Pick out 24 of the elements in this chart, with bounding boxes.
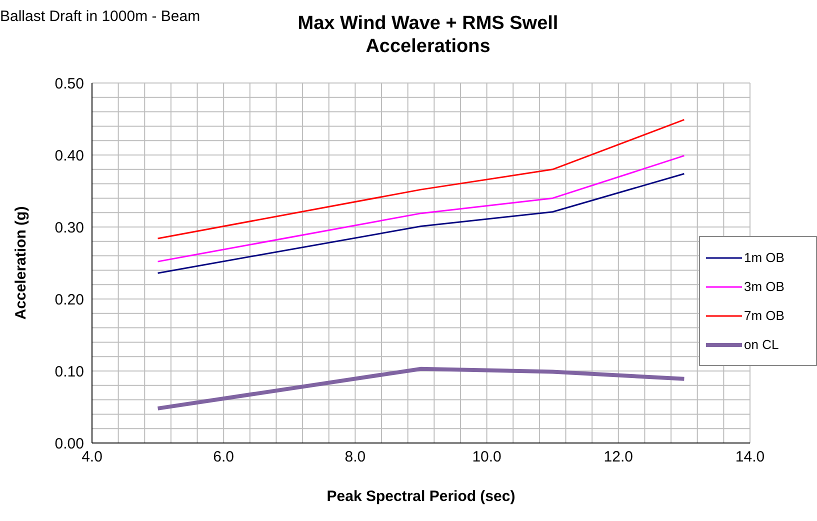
line-series <box>157 172 685 274</box>
line-series <box>157 154 685 262</box>
y-tick-label: 0.50 <box>54 75 84 92</box>
x-tick-label: 6.0 <box>213 448 234 466</box>
chart-subtitle: Ballast Draft in 1000m - Beam <box>0 8 200 25</box>
legend-label: 7m OB <box>744 308 784 323</box>
x-tick-label: 10.0 <box>472 448 502 466</box>
y-tick-label: 0.30 <box>54 219 84 236</box>
line-series <box>156 366 686 410</box>
y-axis-title: Acceleration (g) <box>12 206 30 320</box>
legend-label: on CL <box>744 337 779 352</box>
y-tick-label: 0.20 <box>54 291 84 308</box>
y-tick-label: 0.00 <box>54 435 84 452</box>
x-tick-label: 12.0 <box>604 448 633 466</box>
legend-label: 3m OB <box>744 279 784 294</box>
x-tick-label: 14.0 <box>735 448 765 466</box>
x-tick-label: 4.0 <box>82 448 102 466</box>
chart-title: Max Wind Wave + RMS Swell Accelerations <box>296 12 560 58</box>
y-tick-label: 0.40 <box>54 147 84 164</box>
y-tick-label: 0.10 <box>54 363 84 380</box>
x-axis-title: Peak Spectral Period (sec) <box>326 488 516 505</box>
legend-label: 1m OB <box>744 250 784 265</box>
line-series <box>157 118 685 240</box>
x-tick-label: 8.0 <box>344 448 366 466</box>
